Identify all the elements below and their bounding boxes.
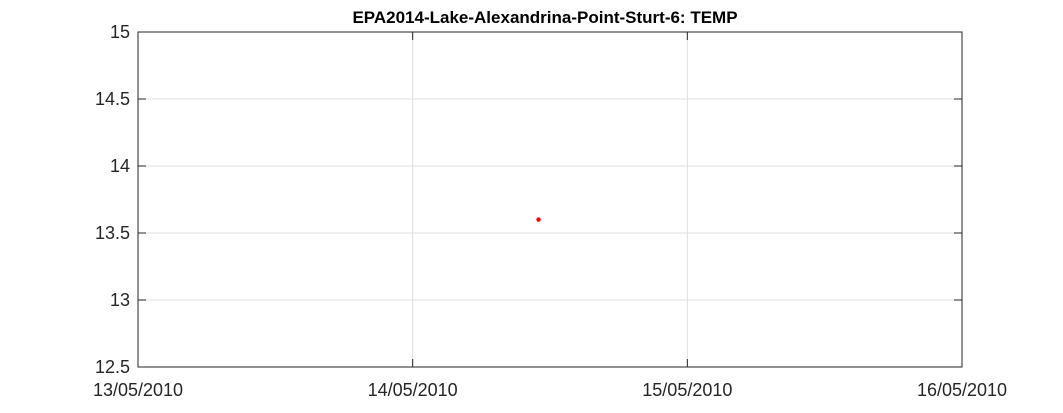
y-tick-label: 13 [110, 290, 130, 310]
grid [138, 32, 962, 367]
y-tick-label: 12.5 [95, 357, 130, 377]
data-points [536, 217, 541, 222]
x-tick-label: 15/05/2010 [642, 380, 732, 400]
y-tick-labels: 15 14.5 14 13.5 13 12.5 [95, 22, 130, 377]
x-tick-label: 13/05/2010 [93, 380, 183, 400]
x-tick-label: 14/05/2010 [368, 380, 458, 400]
plot-area-frame [137, 31, 963, 368]
x-tick-labels: 13/05/2010 14/05/2010 15/05/2010 16/05/2… [93, 380, 1007, 400]
x-tick-label: 16/05/2010 [917, 380, 1007, 400]
y-tick-label: 14.5 [95, 89, 130, 109]
y-tick-label: 13.5 [95, 223, 130, 243]
y-tick-label: 14 [110, 156, 130, 176]
data-point [536, 217, 541, 222]
y-tick-label: 15 [110, 22, 130, 42]
chart-title: EPA2014-Lake-Alexandrina-Point-Sturt-6: … [352, 8, 737, 27]
